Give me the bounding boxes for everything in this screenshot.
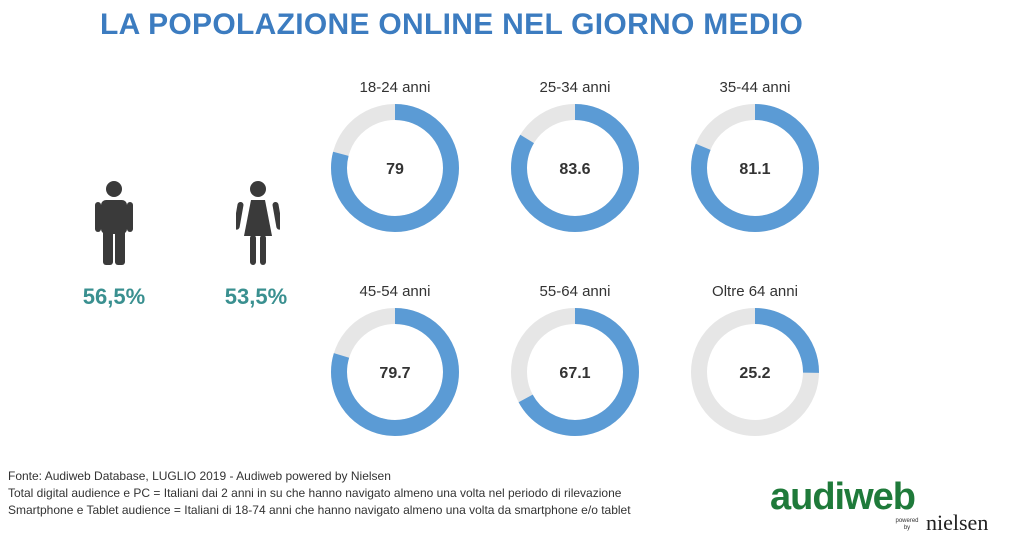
donut-value-label: 67.1 (559, 365, 590, 382)
donut-chart: 67.1 (511, 308, 639, 436)
logo-powered-by: powered by (895, 518, 919, 531)
audiweb-logo-text: audiweb (770, 476, 916, 518)
footer-definition-mobile: Smartphone e Tablet audience = Italiani … (8, 503, 631, 517)
donut-item: 25-34 anni 83.6 (505, 78, 645, 238)
page-title: LA POPOLAZIONE ONLINE NEL GIORNO MEDIO (100, 8, 804, 41)
donut-category-label: 35-44 anni (719, 79, 791, 96)
donut-chart: 83.6 (511, 104, 639, 232)
donut-item: 35-44 anni 81.1 (685, 78, 825, 238)
donut-value-label: 81.1 (739, 161, 770, 178)
donut-value-label: 79 (386, 161, 404, 178)
male-percent: 56,5% (82, 284, 146, 309)
donut-value-arc (511, 104, 639, 232)
donut-value-label: 79.7 (379, 365, 410, 382)
footer-definition-pc: Total digital audience e PC = Italiani d… (8, 486, 622, 500)
donut-item: Oltre 64 anni 25.2 (685, 282, 825, 442)
footer-notes: Fonte: Audiweb Database, LUGLIO 2019 - A… (8, 468, 631, 519)
donut-item: 45-54 anni 79.7 (325, 282, 465, 442)
female-percent: 53,5% (224, 284, 288, 309)
donut-value-label: 83.6 (559, 161, 590, 178)
footer-source: Fonte: Audiweb Database, LUGLIO 2019 - A… (8, 469, 391, 483)
audiweb-nielsen-logo: audiweb powered by nielsen (770, 478, 1010, 536)
donut-chart: 79 (331, 104, 459, 232)
donut-chart: 81.1 (691, 104, 819, 232)
male-person-icon (94, 180, 134, 271)
donut-item: 55-64 anni 67.1 (505, 282, 645, 442)
donut-category-label: Oltre 64 anni (712, 283, 798, 300)
donut-value-label: 25.2 (739, 365, 770, 382)
donut-value-arc (691, 308, 819, 436)
donut-category-label: 45-54 anni (359, 283, 431, 300)
donut-category-label: 25-34 anni (539, 79, 611, 96)
donut-chart: 25.2 (691, 308, 819, 436)
donut-item: 18-24 anni 79 (325, 78, 465, 238)
donut-category-label: 55-64 anni (539, 283, 611, 300)
donut-value-arc (511, 308, 639, 436)
donut-value-arc (331, 308, 459, 436)
female-person-icon (233, 180, 283, 271)
nielsen-logo-text: nielsen (926, 510, 989, 535)
donut-category-label: 18-24 anni (359, 79, 431, 96)
donut-chart: 79.7 (331, 308, 459, 436)
donut-value-arc (691, 104, 819, 232)
donut-value-arc (331, 104, 459, 232)
